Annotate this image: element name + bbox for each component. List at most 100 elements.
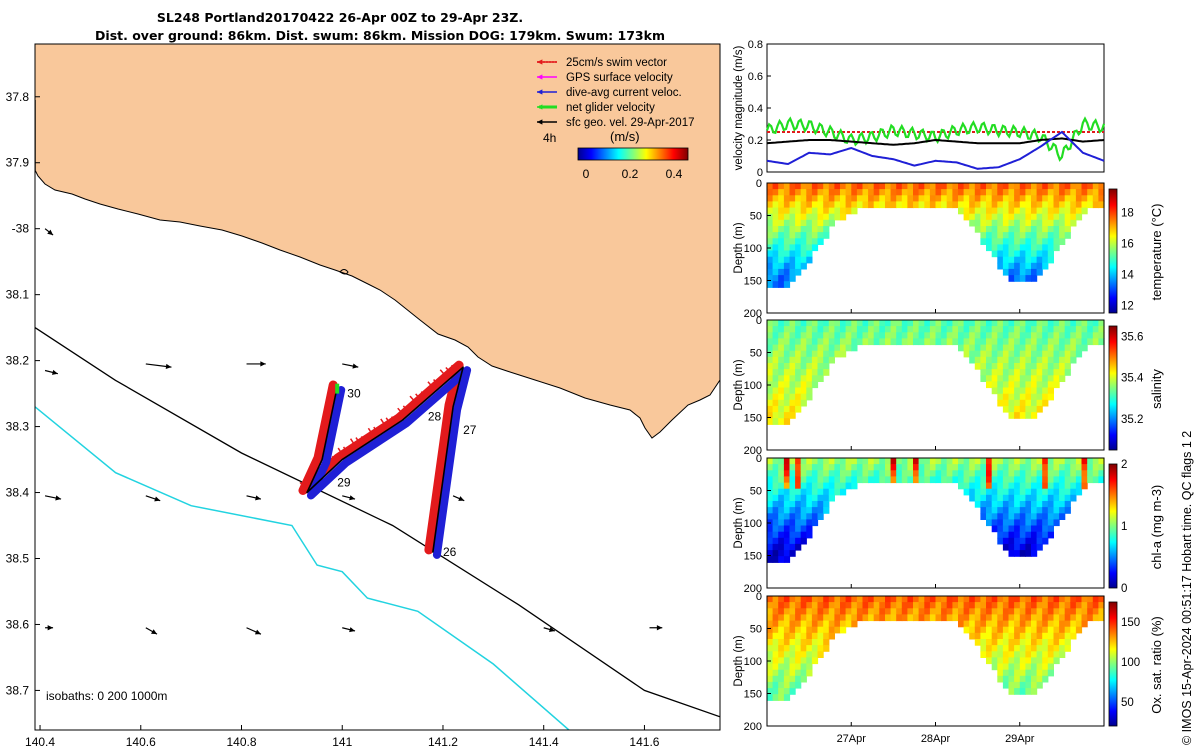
section-cell [991,201,998,209]
surface-vector-arrow-head [47,625,54,631]
section-cell [1042,663,1049,671]
section-cell [811,626,819,634]
section-cell [851,183,858,190]
section-cell [924,326,931,333]
section-cell [1053,320,1060,327]
section-cell [1059,369,1066,376]
section-cell [974,470,981,477]
section-cell [1042,488,1049,496]
section-cell [1059,482,1066,490]
section-cell [1014,201,1021,209]
section-cell [997,213,1004,221]
section-cell [795,626,802,634]
section-cell [873,458,880,465]
section-cell [1002,482,1010,490]
section-cell [778,639,785,646]
section-cell [789,525,796,533]
section-cell [969,488,976,496]
section-cell [800,226,807,233]
section-cell [1025,476,1032,484]
section-cell [1047,238,1054,245]
section-colorbar-label: Ox. sat. ratio (%) [1149,616,1164,714]
section-cell [924,470,931,477]
section-cell [767,350,774,358]
section-cell [789,464,796,471]
velocity-y-tick-label: 0.2 [748,135,763,147]
section-cell [778,381,785,389]
section-cell [1053,507,1060,514]
section-cell [1087,326,1094,333]
section-cell [918,183,925,190]
section-cell [1014,494,1021,502]
section-cell [1002,387,1010,395]
section-cell [991,458,998,465]
section-cell [986,626,993,634]
surface-vector-arrow-head [47,229,54,236]
section-cell [1025,387,1032,395]
map-x-tick-label: 141.6 [629,735,659,749]
section-cell [1059,332,1066,339]
section-cell [1008,338,1015,346]
section-cell [834,195,841,202]
section-cell [873,338,880,346]
section-cell [823,213,830,221]
section-cell [963,470,970,477]
section-cell [783,482,791,490]
section-cell [778,338,785,346]
section-cell [1075,332,1083,339]
section-cell [1019,488,1026,496]
section-cell [1019,663,1026,671]
velocity-series-line [765,116,1106,162]
section-cell [783,387,791,395]
section-cell [935,470,942,477]
swim-vector-hair [337,447,344,456]
section-cell [1053,482,1060,490]
section-cell [845,344,852,352]
section-cell [783,418,791,425]
section-cell [1042,507,1049,514]
section-depth-label: Depth (m) [733,359,745,410]
section-cell [778,399,785,407]
swim-vector-hair [380,418,387,427]
section-cell [1031,669,1038,677]
section-cell [1042,350,1049,358]
section-cell [952,332,959,339]
section-cell [1014,250,1021,258]
swim-vector-hair [314,463,319,467]
section-cell [789,602,796,609]
section-cell [795,620,802,628]
section-cell [778,651,785,658]
section-cell [1036,405,1043,413]
section-cell [817,344,824,352]
section-cell [1014,381,1021,389]
section-cell [789,513,796,520]
section-cell [1064,596,1071,603]
section-cell [1081,183,1088,190]
section-cell [1036,399,1043,407]
section-cell [778,219,785,227]
section-cell [845,608,852,615]
section-cell [991,381,998,389]
swim-vector-hair [402,405,408,411]
section-cell [969,458,976,465]
surface-vector-arrow-head [349,627,356,633]
section-cell [800,602,807,609]
section-cell [1064,189,1071,196]
swim-vector-hair [349,438,357,447]
section-cell [1064,226,1071,233]
section-cell [811,232,819,239]
section-cell [823,501,830,508]
section-cell [1047,250,1054,258]
section-cell [1059,320,1066,327]
section-cell [963,488,970,496]
section-cell [806,531,813,539]
section-cell [935,476,942,484]
section-cell [772,663,779,671]
section-cell [789,620,796,628]
section-cell [1047,531,1054,539]
section-cell [1031,488,1038,496]
legend-label: GPS surface velocity [566,72,673,84]
section-cell [1075,326,1083,333]
section-cell [778,458,785,465]
section-cell [1053,464,1060,471]
